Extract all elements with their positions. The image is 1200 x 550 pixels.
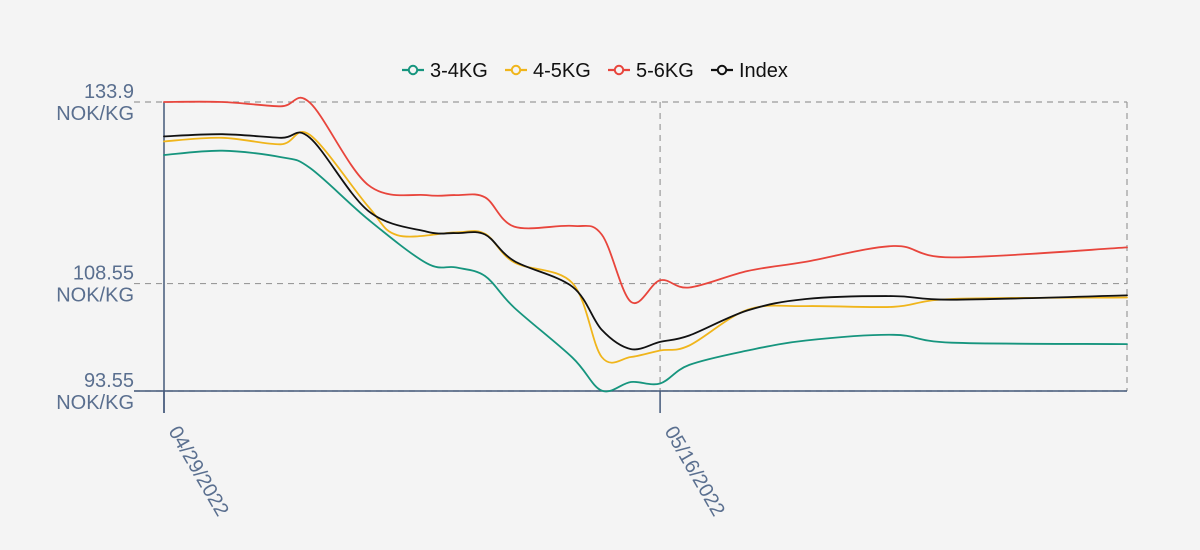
y-tick-unit: NOK/KG — [56, 103, 134, 125]
grid — [134, 101, 1128, 392]
legend-item-3-4kg: 3-4KG — [402, 60, 488, 82]
y-tick-value: 93.55 — [84, 370, 134, 392]
series-index — [163, 131, 1128, 351]
legend-label: Index — [739, 60, 788, 82]
x-tick-label: 05/16/2022 — [660, 423, 729, 521]
y-tick-value: 133.9 — [84, 81, 134, 103]
legend-marker — [407, 64, 419, 76]
series-4-5kg — [163, 131, 1128, 364]
series-line-5-6kg — [163, 96, 1128, 305]
legend-item-index: Index — [711, 60, 788, 82]
legend-marker — [510, 64, 522, 76]
series-line-4-5kg — [163, 131, 1128, 364]
legend-label: 5-6KG — [636, 60, 694, 82]
axes — [134, 102, 1127, 413]
series-layer — [163, 96, 1128, 393]
legend: 3-4KG 4-5KG 5-6KG Index — [402, 60, 788, 82]
y-tick-label: 133.9 NOK/KG — [56, 81, 134, 125]
y-tick-label: 108.55 NOK/KG — [56, 263, 134, 307]
x-tick-label: 04/29/2022 — [164, 423, 233, 521]
legend-marker — [613, 64, 625, 76]
y-tick-unit: NOK/KG — [56, 285, 134, 307]
series-line-3-4kg — [163, 149, 1128, 393]
y-tick-value: 108.55 — [73, 263, 134, 285]
legend-label: 4-5KG — [533, 60, 591, 82]
series-line-index — [163, 131, 1128, 351]
legend-marker — [716, 64, 728, 76]
y-tick-label: 93.55 NOK/KG — [56, 370, 134, 414]
legend-label: 3-4KG — [430, 60, 488, 82]
legend-item-4-5kg: 4-5KG — [505, 60, 591, 82]
series-3-4kg — [163, 149, 1128, 393]
y-tick-unit: NOK/KG — [56, 392, 134, 414]
legend-item-5-6kg: 5-6KG — [608, 60, 694, 82]
x-axis-ticks: 04/29/2022 05/16/2022 — [163, 391, 729, 521]
series-5-6kg — [163, 96, 1128, 305]
